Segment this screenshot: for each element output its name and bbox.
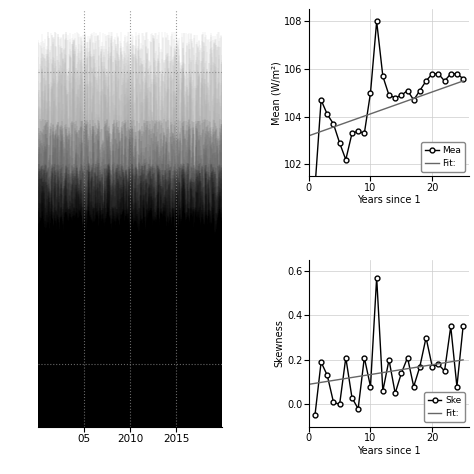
X-axis label: Years since 1: Years since 1	[357, 195, 421, 205]
Y-axis label: Mean (W/m²): Mean (W/m²)	[271, 61, 281, 125]
Legend: Mea, Fit:: Mea, Fit:	[421, 142, 465, 172]
Legend: Ske, Fit:: Ske, Fit:	[424, 392, 465, 422]
X-axis label: Years since 1: Years since 1	[357, 446, 421, 456]
Y-axis label: Skewness: Skewness	[274, 319, 284, 367]
